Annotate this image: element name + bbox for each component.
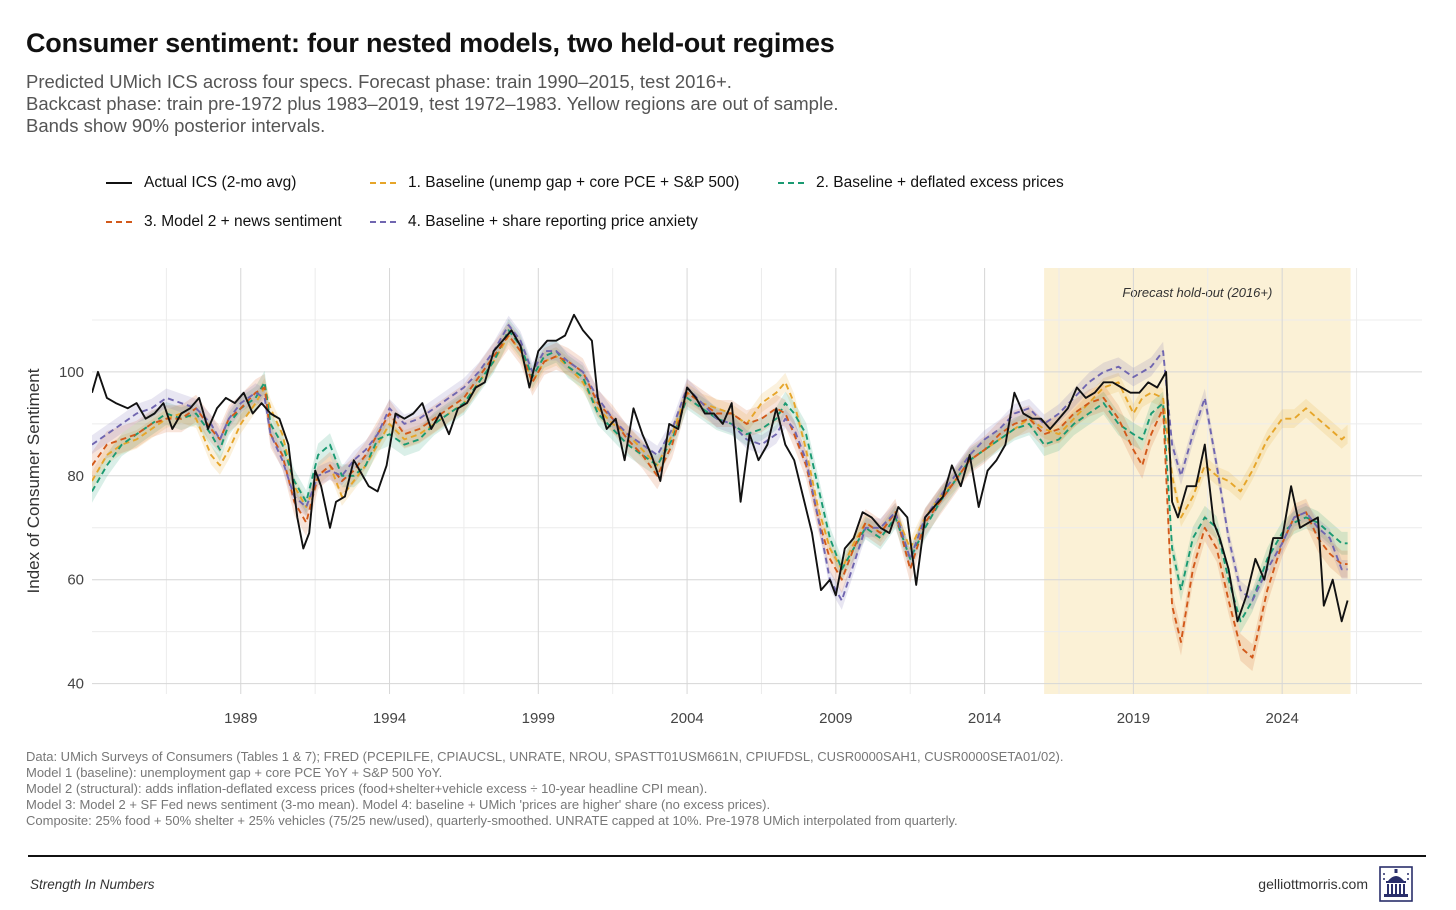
y-tick-label: 80	[67, 468, 84, 485]
legend-label-model-4: 4. Baseline + share reporting price anxi…	[408, 213, 698, 230]
legend-label-model-2: 2. Baseline + deflated excess prices	[816, 174, 1064, 191]
x-tick-label: 2004	[670, 710, 703, 727]
legend-item-actual: Actual ICS (2-mo avg)	[106, 174, 296, 192]
note-line: Model 3: Model 2 + SF Fed news sentiment…	[26, 797, 771, 812]
chart-title: Consumer sentiment: four nested models, …	[26, 28, 835, 58]
y-tick-label: 40	[67, 676, 84, 693]
x-tick-label: 2014	[968, 710, 1001, 727]
x-tick-label: 2024	[1265, 710, 1298, 727]
note-line: Composite: 25% food + 50% shelter + 25% …	[26, 813, 958, 828]
legend-item-model-4: 4. Baseline + share reporting price anxi…	[370, 213, 698, 231]
subtitle-line: Backcast phase: train pre-1972 plus 1983…	[26, 93, 839, 114]
legend-item-model-2: 2. Baseline + deflated excess prices	[778, 174, 1064, 192]
y-tick-label: 100	[59, 364, 84, 381]
legend-key-actual	[106, 182, 132, 184]
x-tick-label: 1999	[522, 710, 555, 727]
capitol-logo-icon	[1379, 866, 1413, 902]
y-tick-label: 60	[67, 572, 84, 589]
series-line-actual	[92, 313, 1349, 623]
note-line: Data: UMich Surveys of Consumers (Tables…	[26, 749, 1064, 764]
site-link[interactable]: gelliottmorris.com	[1258, 876, 1368, 892]
legend-key-model-1	[370, 182, 396, 184]
brand-name: Strength In Numbers	[30, 877, 155, 892]
legend-label-model-1: 1. Baseline (unemp gap + core PCE + S&P …	[408, 174, 740, 191]
legend-key-model-2	[778, 182, 804, 184]
subtitle-line: Bands show 90% posterior intervals.	[26, 115, 326, 136]
legend-key-model-3	[106, 221, 132, 223]
chart-subtitle: Predicted UMich ICS across four specs. F…	[26, 71, 839, 137]
x-tick-label: 2019	[1117, 710, 1150, 727]
footer-divider	[28, 855, 1426, 857]
note-line: Model 2 (structural): adds inflation-def…	[26, 781, 708, 796]
x-tick-label: 1989	[224, 710, 257, 727]
legend-label-actual: Actual ICS (2-mo avg)	[144, 174, 297, 191]
legend-item-model-3: 3. Model 2 + news sentiment	[106, 213, 342, 231]
holdout-label: Forecast hold-out (2016+)	[1122, 285, 1272, 300]
source-notes: Data: UMich Surveys of Consumers (Tables…	[26, 749, 1063, 829]
x-tick-label: 1994	[373, 710, 406, 727]
subtitle-line: Predicted UMich ICS across four specs. F…	[26, 71, 732, 92]
y-axis-label: Index of Consumer Sentiment	[24, 368, 43, 593]
legend-label-model-3: 3. Model 2 + news sentiment	[144, 213, 342, 230]
note-line: Model 1 (baseline): unemployment gap + c…	[26, 765, 443, 780]
sentiment-line-chart: Forecast hold-out (2016+) 40 60 80 100 1989 19…	[24, 268, 1422, 727]
legend-key-model-4	[370, 221, 396, 223]
x-tick-label: 2009	[819, 710, 852, 727]
legend-item-model-1: 1. Baseline (unemp gap + core PCE + S&P …	[370, 174, 739, 192]
